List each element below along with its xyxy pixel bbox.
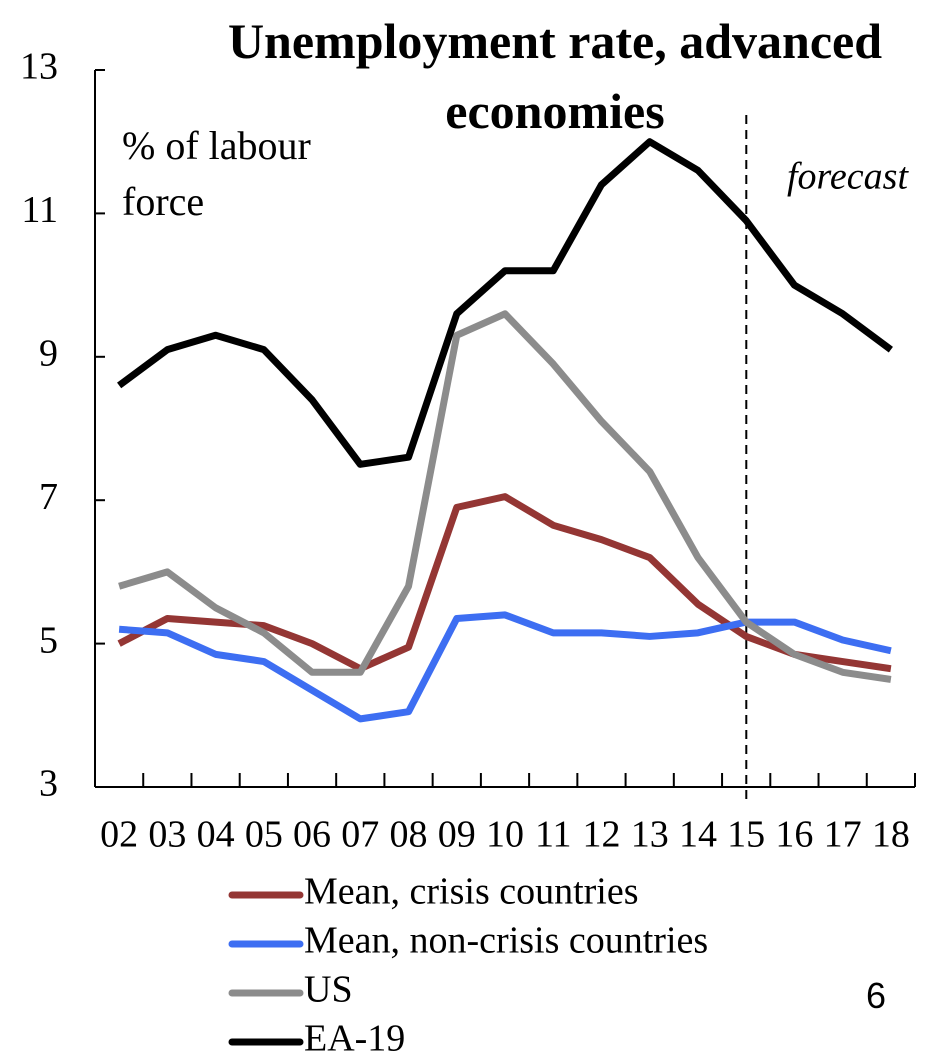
legend-label: EA-19 — [304, 1018, 405, 1056]
x-tick-label: 12 — [582, 814, 620, 856]
x-tick-label: 18 — [872, 814, 910, 856]
y-tick-label: 7 — [39, 476, 58, 518]
y-axis-label: % of labour force — [122, 123, 311, 224]
x-tick-label: 09 — [438, 814, 476, 856]
legend-label: Mean, crisis countries — [304, 871, 639, 913]
y-tick-label: 5 — [39, 619, 58, 661]
x-tick-label: 15 — [727, 814, 765, 856]
y-tick-label: 11 — [21, 189, 58, 231]
x-tick-label: 03 — [148, 814, 186, 856]
x-tick-label: 11 — [535, 814, 572, 856]
x-tick-label: 10 — [486, 814, 524, 856]
x-tick-label: 17 — [824, 814, 862, 856]
series-line — [118, 310, 892, 683]
series-line — [118, 611, 892, 723]
x-tick-label: 13 — [631, 814, 669, 856]
x-tick-label: 07 — [341, 814, 379, 856]
x-tick-label: 04 — [197, 814, 235, 856]
y-tick-label: 9 — [39, 333, 58, 375]
x-tick-label: 02 — [100, 814, 138, 856]
x-tick-label: 16 — [775, 814, 813, 856]
x-tick-label: 06 — [293, 814, 331, 856]
series-line — [117, 138, 893, 468]
legend-label: Mean, non-crisis countries — [304, 920, 708, 962]
y-tick-label: 3 — [39, 763, 58, 805]
x-tick-label: 08 — [390, 814, 428, 856]
annotation: forecast — [787, 156, 909, 198]
y-tick-label: 13 — [20, 46, 58, 88]
x-tick-label: 14 — [679, 814, 717, 856]
chart-title: Unemployment rate, advanced economies — [227, 13, 883, 139]
x-tick-label: 05 — [245, 814, 283, 856]
legend-label: US — [304, 969, 353, 1011]
page-number: 6 — [866, 975, 887, 1016]
